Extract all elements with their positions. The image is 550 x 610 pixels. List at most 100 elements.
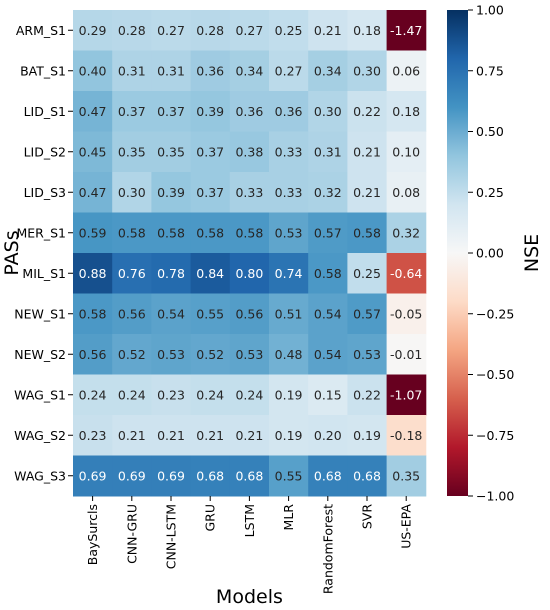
column-tick-label: US-EPA xyxy=(399,504,414,549)
cell-value-label: 0.23 xyxy=(79,428,107,443)
heatmap-cell xyxy=(308,131,348,173)
cell-value-label: 0.68 xyxy=(353,468,381,483)
cell-value-label: 0.21 xyxy=(157,428,185,443)
heatmap-cell xyxy=(269,293,309,335)
cell-value-label: 0.84 xyxy=(196,266,224,281)
heatmap-cell xyxy=(229,253,270,294)
heatmap-cell xyxy=(151,50,192,92)
heatmap-cell xyxy=(269,10,309,51)
cell-value-label: 0.48 xyxy=(275,347,303,362)
cell-value-label: 0.27 xyxy=(157,23,185,38)
cell-value-label: 0.24 xyxy=(79,387,107,402)
cell-value-label: 0.25 xyxy=(275,23,303,38)
cell-value-label: 0.51 xyxy=(275,306,303,321)
heatmap-cells: 0.29 0.28 0.27 0.28 0.27 0.25 0.21 0.18 -1.47 0.4… xyxy=(73,10,427,497)
cell-value-label: 0.69 xyxy=(79,468,107,483)
cell-value-label: 0.78 xyxy=(157,266,185,281)
cell-value-label: 0.37 xyxy=(118,104,146,119)
cell-value-label: 0.24 xyxy=(235,387,263,402)
row-tick-label: NEW_S1 xyxy=(14,306,66,321)
heatmap-cell xyxy=(347,91,388,132)
heatmap-cell xyxy=(269,415,309,456)
cell-value-label: 0.52 xyxy=(196,347,224,362)
heatmap-cell xyxy=(112,253,152,294)
heatmap-cell xyxy=(308,334,348,375)
colorbar-tick-label: −0.50 xyxy=(476,367,514,382)
cell-value-label: 0.18 xyxy=(353,23,381,38)
cell-value-label: 0.21 xyxy=(235,428,263,443)
cell-value-label: 0.68 xyxy=(314,468,342,483)
cell-value-label: 0.57 xyxy=(314,225,342,240)
cell-value-label: 0.58 xyxy=(353,225,381,240)
heatmap-cell xyxy=(347,212,388,254)
cell-value-label: 0.35 xyxy=(118,144,146,159)
cell-value-label: 0.58 xyxy=(79,306,107,321)
column-tick-label: GRU xyxy=(203,504,218,532)
colorbar xyxy=(447,10,468,496)
row-tick-label: WAG_S2 xyxy=(14,428,66,443)
column-tick-label: LSTM xyxy=(242,504,257,537)
heatmap-cell xyxy=(229,131,270,173)
colorbar-tick-label: −1.00 xyxy=(476,489,514,504)
cell-value-label: 0.20 xyxy=(314,428,342,443)
heatmap-cell xyxy=(190,212,231,254)
heatmap-cell xyxy=(269,334,309,375)
cell-value-label: 0.24 xyxy=(118,387,146,402)
cell-value-label: 0.53 xyxy=(353,347,381,362)
heatmap-cell xyxy=(73,50,113,92)
cell-value-label: 0.68 xyxy=(196,468,224,483)
heatmap-cell xyxy=(112,50,152,92)
cell-value-label: 0.31 xyxy=(157,63,185,78)
heatmap-cell xyxy=(386,374,427,416)
heatmap-cell xyxy=(347,10,388,51)
heatmap-cell xyxy=(386,131,427,173)
column-tick-label: BaySurcls xyxy=(85,504,100,565)
cell-value-label: 0.30 xyxy=(353,63,381,78)
cell-value-label: 0.25 xyxy=(353,266,381,281)
cell-value-label: 0.33 xyxy=(235,185,263,200)
cell-value-label: 0.55 xyxy=(275,468,303,483)
cell-value-label: 0.59 xyxy=(79,225,107,240)
cell-value-label: 0.53 xyxy=(157,347,185,362)
cell-value-label: 0.68 xyxy=(235,468,263,483)
cell-value-label: 0.22 xyxy=(353,104,381,119)
heatmap-cell xyxy=(386,455,427,497)
cell-value-label: -0.01 xyxy=(390,347,422,362)
cell-value-label: 0.21 xyxy=(196,428,224,443)
cell-value-label: 0.45 xyxy=(79,144,107,159)
heatmap-cell xyxy=(112,334,152,375)
cell-value-label: 0.47 xyxy=(79,185,107,200)
heatmap-cell xyxy=(229,172,270,213)
colorbar-label: NSE xyxy=(521,234,543,272)
heatmap-cell xyxy=(347,172,388,213)
heatmap-cell xyxy=(112,374,152,416)
heatmap-cell xyxy=(190,131,231,173)
heatmap-cell xyxy=(347,293,388,335)
heatmap-cell xyxy=(151,253,192,294)
row-tick-label: LID_S3 xyxy=(24,185,66,200)
heatmap-cell xyxy=(190,415,231,456)
row-tick-label: LID_S1 xyxy=(24,104,66,119)
heatmap-cell xyxy=(151,455,192,497)
cell-value-label: 0.19 xyxy=(275,428,303,443)
heatmap-cell xyxy=(308,293,348,335)
heatmap-cell xyxy=(112,455,152,497)
heatmap-cell xyxy=(347,131,388,173)
cell-value-label: 0.19 xyxy=(275,387,303,402)
cell-value-label: 0.39 xyxy=(157,185,185,200)
cell-value-label: 0.69 xyxy=(118,468,146,483)
cell-value-label: 0.08 xyxy=(392,185,420,200)
heatmap-cell xyxy=(386,253,427,294)
cell-value-label: 0.76 xyxy=(118,266,146,281)
heatmap-cell xyxy=(73,253,113,294)
cell-value-label: 0.54 xyxy=(314,306,342,321)
heatmap-cell xyxy=(73,334,113,375)
heatmap-cell xyxy=(73,415,113,456)
heatmap-cell xyxy=(190,91,231,132)
heatmap-cell xyxy=(386,50,427,92)
heatmap-cell xyxy=(190,455,231,497)
heatmap-cell xyxy=(229,374,270,416)
colorbar-tick-label: −0.75 xyxy=(476,428,514,443)
cell-value-label: 0.36 xyxy=(235,104,263,119)
cell-value-label: 0.19 xyxy=(353,428,381,443)
